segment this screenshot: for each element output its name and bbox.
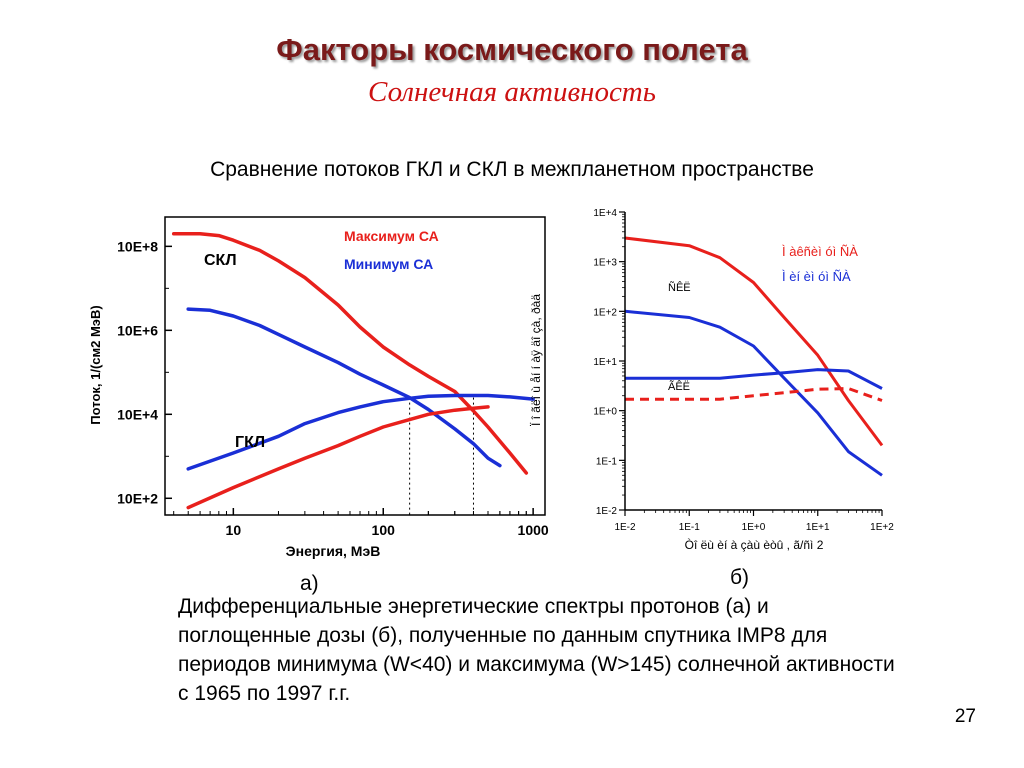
chart-a-ytick-label-3: 10E+8 bbox=[117, 238, 158, 254]
chart-a-ytick-label-1: 10E+4 bbox=[117, 406, 158, 422]
chart-b-xlabel: Òî ëù èí à çàù èòû , ã/ñì 2 bbox=[685, 537, 824, 552]
chart-a-series-1 bbox=[186, 307, 502, 468]
chart-b-series-2 bbox=[625, 368, 883, 390]
chart-a-xtick-label-1: 100 bbox=[372, 522, 396, 538]
chart-a-series-0 bbox=[171, 231, 529, 475]
chart-b-ytick-label-5: 1E+3 bbox=[593, 258, 617, 269]
chart-b-xtick-label-2: 1E+0 bbox=[742, 522, 766, 533]
chart-b-annotation-gkl: ÃÊË bbox=[668, 380, 690, 393]
chart-a-annotation-skl: СКЛ bbox=[204, 252, 237, 269]
chart-b-annotation-skl: ÑÊË bbox=[668, 281, 691, 294]
slide-title: Факторы космического полета bbox=[276, 32, 748, 67]
comparison-heading: Сравнение потоков ГКЛ и СКЛ в межпланетн… bbox=[210, 158, 814, 181]
panel-label-a: а) bbox=[300, 572, 319, 595]
chart-b-ytick-label-3: 1E+1 bbox=[593, 357, 617, 368]
chart-a-ytick-label-0: 10E+2 bbox=[117, 490, 158, 506]
chart-a-xlabel: Энергия, МэВ bbox=[286, 543, 381, 559]
chart-a-legend-min: Минимум СА bbox=[344, 256, 433, 272]
slide-subtitle: Солнечная активность bbox=[368, 76, 656, 108]
page-number: 27 bbox=[954, 706, 976, 727]
chart-b-series-0 bbox=[624, 236, 884, 447]
chart-a-plot-frame bbox=[164, 216, 546, 516]
chart-a-xtick-label-0: 10 bbox=[226, 522, 242, 538]
figure-caption: Дифференциальные энергетические спектры … bbox=[178, 595, 895, 705]
chart-a-series-2 bbox=[186, 393, 535, 471]
chart-a-proton-spectra: 10 100 1000 10E+2 10E+4 10E+6 10E+8 Максимум С… bbox=[88, 216, 549, 559]
chart-b-ytick-label-6: 1E+4 bbox=[593, 208, 617, 219]
chart-b-ylabel: Ï î ãëî ù åí í àÿ äî çà, ðàä bbox=[529, 294, 543, 426]
chart-b-legend-min: Ì èí èì óì ÑÀ bbox=[782, 269, 851, 284]
chart-b-series-1 bbox=[624, 309, 883, 477]
chart-b-series-3 bbox=[625, 387, 883, 402]
chart-b-ytick-label-4: 1E+2 bbox=[593, 307, 617, 318]
chart-b-xtick-label-0: 1E-2 bbox=[614, 522, 636, 533]
panel-label-b: б) bbox=[730, 566, 750, 589]
chart-b-ytick-label-2: 1E+0 bbox=[593, 407, 617, 418]
chart-b-xtick-label-1: 1E-1 bbox=[679, 522, 701, 533]
chart-a-ytick-label-2: 10E+6 bbox=[117, 322, 158, 338]
chart-b-ytick-label-0: 1E-2 bbox=[596, 506, 618, 517]
chart-a-series-3 bbox=[186, 405, 490, 510]
chart-a-ylabel: Поток, 1/(см2 МэВ) bbox=[88, 305, 103, 424]
chart-b-legend-max: Ì àêñèì óì ÑÀ bbox=[782, 244, 858, 259]
chart-b-xtick-label-3: 1E+1 bbox=[806, 522, 830, 533]
chart-a-xtick-label-2: 1000 bbox=[518, 522, 549, 538]
chart-b-absorbed-dose: 1E-2 1E-1 1E+0 1E+1 1E+2 1E+3 1E+4 1E-2 1E-1 1E+0… bbox=[529, 208, 894, 552]
chart-a-legend-max: Максимум СА bbox=[344, 228, 439, 244]
chart-b-ytick-label-1: 1E-1 bbox=[596, 456, 618, 467]
chart-a-annotation-gkl: ГКЛ bbox=[235, 434, 265, 451]
chart-b-xtick-label-4: 1E+2 bbox=[870, 522, 894, 533]
